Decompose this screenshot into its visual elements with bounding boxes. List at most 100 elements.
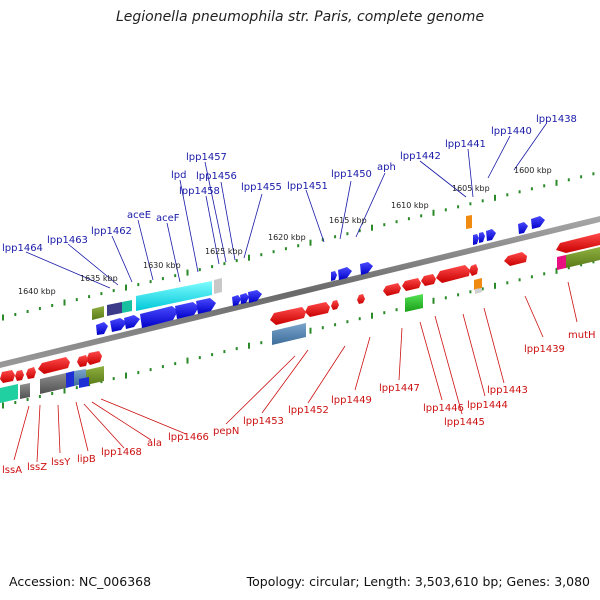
label-lpp1446[interactable]: lpp1446 [423,403,464,414]
tick-minor [88,383,91,387]
tick-minor [223,262,226,266]
gene-lpp1464[interactable] [96,322,108,335]
label-lpp1442[interactable]: lpp1442 [400,151,441,162]
gene-lpp1450[interactable] [338,267,352,280]
label-lssA[interactable]: lssA [2,465,22,476]
label-lpp1445[interactable]: lpp1445 [444,417,485,428]
label-lssY[interactable]: lssY [51,457,71,468]
gene-aceE[interactable] [140,306,178,328]
gene-lpd[interactable] [196,298,216,314]
label-mutH[interactable]: mutH [568,330,596,341]
tick-minor [506,281,509,285]
label-lpp1468[interactable]: lpp1468 [101,447,142,458]
reverse-strand-genes [270,233,600,345]
gene-lpp1441[interactable] [479,232,485,243]
gene-lipB[interactable] [26,367,36,379]
label-lpp1439[interactable]: lpp1439 [524,344,565,355]
gene-lpp1463[interactable] [110,318,127,332]
gene-box-olive-l [86,366,104,385]
kbp-label-1600: 1600 kbp [514,166,552,175]
label-pepN[interactable]: pepN [213,426,239,437]
gene-lpp1444[interactable] [436,265,470,283]
label-lssZ[interactable]: lssZ [27,462,47,473]
gene-lpp1443[interactable] [469,264,478,276]
gene-lpp1455[interactable] [248,290,262,303]
tick-major [432,209,435,216]
gene-lpp1446[interactable] [402,278,421,291]
gene-lpp1462[interactable] [124,315,140,329]
label-aph[interactable]: aph [377,162,396,173]
tick-minor [530,187,533,191]
gene-lpp1453[interactable] [305,302,330,317]
tick-major [63,387,66,394]
gene-pepN[interactable] [270,307,306,325]
tick-minor [211,265,214,269]
gene-lpp1468[interactable] [38,357,70,374]
gene-aceF[interactable] [175,302,199,319]
label-lpp1440[interactable]: lpp1440 [491,126,532,137]
tick-major [494,194,496,201]
gene-lpp1452[interactable] [331,300,339,310]
gene-lpp1447[interactable] [383,283,401,296]
gene-lpp1458[interactable] [232,295,241,306]
tick-minor [334,235,337,239]
label-lpp1450[interactable]: lpp1450 [331,169,372,180]
label-lpp1455[interactable]: lpp1455 [241,182,282,193]
gene-box-green-r [405,294,423,312]
gene-lpp1442[interactable] [473,234,479,245]
label-lpp1466[interactable]: lpp1466 [168,432,209,443]
gene-lpp1438b[interactable] [531,216,545,229]
kbp-label-1620: 1620 kbp [268,233,306,242]
gene-lpp1439[interactable] [504,252,527,266]
label-aceE[interactable]: aceE [127,210,151,221]
tick-major [186,357,189,364]
label-lpp1464[interactable]: lpp1464 [2,243,43,254]
label-lpp1463[interactable]: lpp1463 [47,235,88,246]
gene-ala[interactable] [77,355,88,367]
label-lpd[interactable]: lpd [171,170,186,181]
gene-aph[interactable] [360,262,373,275]
tick-minor [272,250,275,254]
label-lpp1443[interactable]: lpp1443 [487,385,528,396]
gene-lpp1440[interactable] [486,229,496,241]
label-lpp1444[interactable]: lpp1444 [467,400,508,411]
label-lpp1447[interactable]: lpp1447 [379,383,420,394]
tick-minor [174,274,177,278]
gene-lpp1438[interactable] [518,222,528,234]
label-lpp1452[interactable]: lpp1452 [288,405,329,416]
label-lpp1438[interactable]: lpp1438 [536,114,577,125]
label-ala[interactable]: ala [147,438,162,449]
gene-lpp1466[interactable] [86,351,102,365]
tick-minor [14,313,17,316]
label-lpp1456[interactable]: lpp1456 [196,171,237,182]
gene-lpp1451[interactable] [331,271,337,281]
kbp-label-1615: 1615 kbp [329,216,367,225]
gene-lssY[interactable] [15,370,24,381]
gene-lpp1445[interactable] [421,274,436,286]
kbp-label-1625: 1625 kbp [205,247,243,256]
label-lpp1462[interactable]: lpp1462 [91,226,132,237]
gene-lpp1456[interactable] [240,293,249,304]
tick-minor [112,289,115,293]
gene-lpp1449[interactable] [357,294,365,304]
tick-minor [543,272,546,276]
label-lpp1441[interactable]: lpp1441 [445,139,486,150]
kbp-label-1610: 1610 kbp [391,201,429,210]
label-lpp1451[interactable]: lpp1451 [287,181,328,192]
tick-minor [235,259,238,263]
label-lpp1449[interactable]: lpp1449 [331,395,372,406]
gene-lssZ[interactable] [0,370,15,383]
label-lpp1453[interactable]: lpp1453 [243,416,284,427]
label-aceF[interactable]: aceF [156,213,180,224]
tick-minor [444,296,447,300]
gene-mutH[interactable] [556,233,600,253]
tick-minor [260,341,263,345]
tick-major [186,269,189,276]
kbp-label-1640: 1640 kbp [18,287,56,296]
tick-minor [321,326,324,330]
label-lpp1457[interactable]: lpp1457 [186,152,227,163]
label-lipB[interactable]: lipB [77,454,96,465]
label-lpp1458[interactable]: lpp1458 [179,186,220,197]
label-leader-lines-reverse [13,281,578,463]
gene-box-teal [122,300,132,313]
